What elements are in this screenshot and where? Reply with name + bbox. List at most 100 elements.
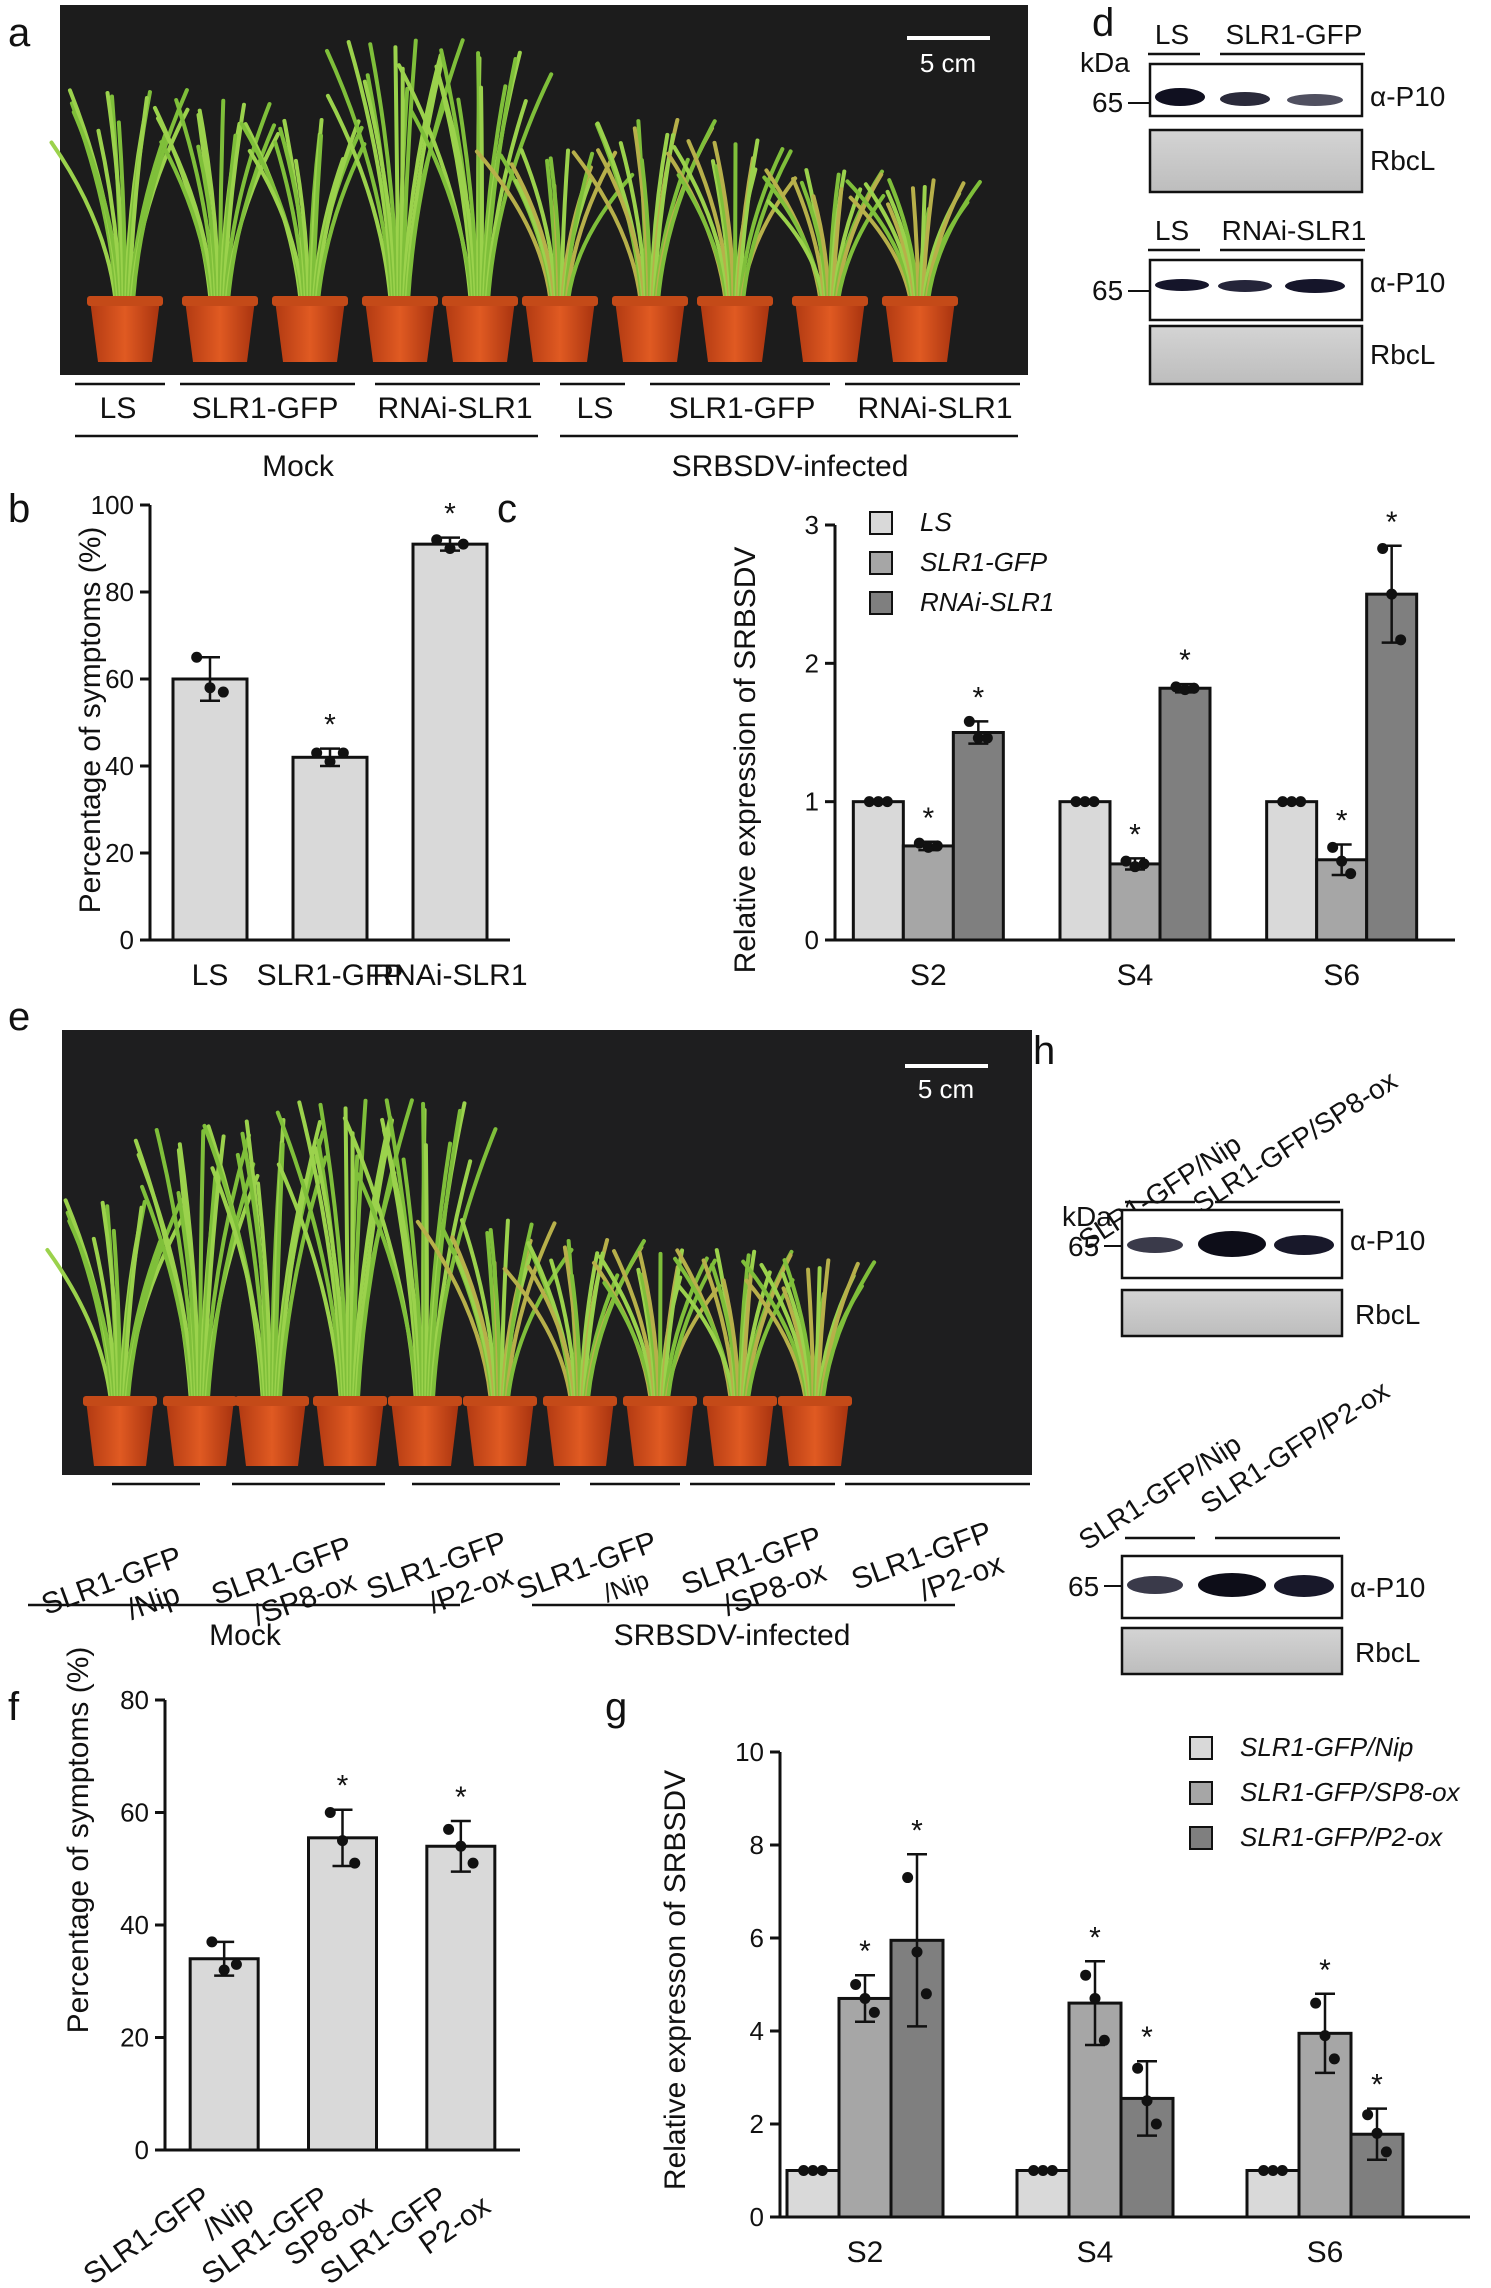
- plant-leaf: [131, 88, 189, 302]
- data-point: [981, 732, 993, 744]
- y-tick-label: 100: [91, 490, 134, 520]
- y-tick-label: 0: [120, 925, 134, 955]
- significance-mark: *: [922, 802, 934, 835]
- plant-pot: [316, 1400, 384, 1466]
- data-point: [1267, 2165, 1279, 2176]
- data-point: [798, 2165, 810, 2176]
- data-point: [1336, 855, 1348, 867]
- panel-label-f: f: [8, 1685, 20, 1729]
- data-point: [1120, 855, 1132, 867]
- panel-a-group-3: RNAi-SLR1: [377, 392, 532, 425]
- plant-leaf: [596, 148, 647, 302]
- pot-rim: [362, 296, 438, 306]
- data-point: [230, 1958, 242, 1970]
- data-point: [443, 1823, 455, 1835]
- bar: [1158, 686, 1212, 942]
- significance-mark: *: [444, 498, 456, 531]
- plant-leaf: [355, 1098, 414, 1402]
- data-point: [816, 2165, 828, 2176]
- plant-leaf: [400, 38, 418, 302]
- data-point: [311, 747, 323, 759]
- plant-leaf: [733, 142, 738, 302]
- x-tick-label: S2: [910, 959, 947, 992]
- panel-label-h: h: [1033, 1029, 1055, 1073]
- chart-b: Percentage of symptoms (%) 0 20 40 60 80 100 L…: [74, 490, 528, 992]
- chart-b-ylabel: Percentage of symptoms (%): [74, 527, 107, 914]
- pot-rim: [388, 1396, 462, 1406]
- data-point: [1079, 796, 1091, 808]
- panel-d-blot2-loading: RbcL: [1370, 339, 1435, 370]
- panel-e-condition-infected: SRBSDV-infected: [614, 1619, 851, 1652]
- data-point: [913, 837, 925, 849]
- data-point: [1028, 2165, 1040, 2176]
- bar: [291, 755, 369, 942]
- pot-rim: [83, 1396, 157, 1406]
- plant-leaf: [272, 1142, 285, 1402]
- plant-leaf: [737, 138, 760, 302]
- pot-rim: [463, 1396, 537, 1406]
- chart-g: Relative expresson of SRBSDV 0 2 4 6 8 10 * * S2…: [659, 1732, 1470, 2269]
- significance-mark: *: [972, 681, 984, 714]
- plant-leaf: [49, 140, 118, 302]
- data-point: [1132, 2062, 1144, 2074]
- data-point: [972, 732, 984, 744]
- data-point: [1037, 2165, 1049, 2176]
- x-tick-label: S6: [1323, 959, 1360, 992]
- bar: [1015, 2169, 1071, 2219]
- plant-pot: [885, 300, 955, 362]
- y-tick-label: 2: [750, 2109, 764, 2139]
- pot-rim: [792, 296, 868, 306]
- plant-leaf: [585, 1239, 646, 1402]
- x-tick-label: SLR1-GFP: [257, 959, 404, 992]
- panel-a-condition-infected: SRBSDV-infected: [672, 450, 909, 483]
- plant-pot: [185, 300, 255, 362]
- pot-rim: [882, 296, 958, 306]
- significance-mark: *: [1371, 2069, 1383, 2102]
- pot-rim: [163, 1396, 237, 1406]
- plant-leaf: [820, 1260, 877, 1402]
- panel-h-kda: kDa: [1062, 1201, 1112, 1232]
- panel-h-blot1-marker: 65: [1068, 1231, 1099, 1262]
- data-point: [337, 1835, 348, 1847]
- data-point: [1088, 796, 1100, 808]
- chart-f-ylabel: Percentage of symptoms (%): [62, 1647, 95, 2034]
- panel-label-b: b: [8, 487, 30, 531]
- plant-leaf: [136, 1152, 196, 1402]
- plant-leaf: [571, 150, 643, 302]
- data-point: [1089, 1992, 1101, 2004]
- panel-e-photo: 5 cm: [45, 1030, 1032, 1475]
- plant-leaf: [559, 148, 571, 302]
- data-point: [863, 796, 875, 808]
- data-point: [444, 543, 456, 554]
- data-point: [191, 651, 203, 663]
- plant-pot: [466, 1400, 534, 1466]
- plant-leaf: [676, 173, 729, 302]
- data-point: [349, 1857, 361, 1869]
- plant-leaf: [210, 1166, 268, 1402]
- data-point: [1345, 868, 1357, 880]
- x-tick-label: S6: [1307, 2236, 1344, 2269]
- y-tick-label: 4: [750, 2016, 764, 2046]
- plant-leaf: [406, 38, 465, 302]
- data-point: [1310, 1997, 1322, 2009]
- data-point: [859, 1992, 871, 2004]
- panel-label-c: c: [497, 487, 517, 531]
- data-point: [1327, 841, 1339, 853]
- plant-leaf: [325, 48, 394, 302]
- y-tick-label: 80: [120, 1685, 149, 1715]
- y-tick-label: 40: [120, 1910, 149, 1940]
- x-tick-label: RNAi-SLR1: [372, 959, 527, 992]
- plant-leaf: [815, 1258, 831, 1402]
- y-tick-label: 3: [805, 510, 819, 540]
- data-point: [920, 1988, 932, 2000]
- panel-d-blot1-lane-1: LS: [1155, 19, 1189, 50]
- plant-leaf: [121, 1205, 144, 1402]
- plant-leaf: [402, 53, 443, 302]
- plant-pot: [546, 1400, 614, 1466]
- plant-leaf: [409, 109, 474, 302]
- data-point: [1386, 588, 1398, 600]
- data-point: [206, 1936, 218, 1948]
- plant-pot: [525, 300, 595, 362]
- plant-leaf: [504, 1221, 557, 1402]
- plant-leaf: [499, 1218, 510, 1402]
